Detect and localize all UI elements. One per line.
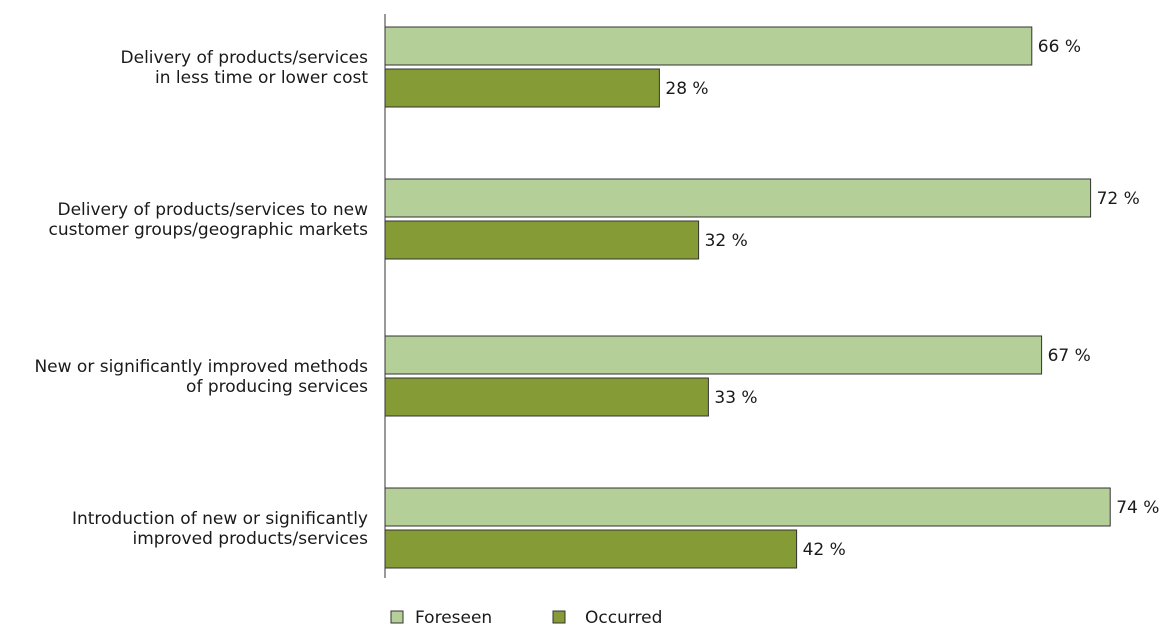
bar-foreseen-2 (384, 335, 1043, 375)
bar-foreseen-1 (384, 178, 1092, 218)
data-label-foreseen-0: 66 % (1038, 37, 1081, 57)
data-label-foreseen-1: 72 % (1097, 189, 1140, 209)
bar-foreseen-3 (384, 487, 1111, 527)
legend-label-foreseen: Foreseen (415, 608, 492, 626)
category-label-2-line-0: New or significantly improved methods (34, 357, 368, 377)
category-label-2-line-1: of producing services (186, 377, 368, 397)
bar-occurred-3 (384, 529, 798, 569)
data-label-foreseen-3: 74 % (1116, 498, 1159, 518)
bar-occurred-2 (384, 377, 709, 417)
data-label-foreseen-2: 67 % (1048, 346, 1091, 366)
category-label-0-line-0: Delivery of products/services (121, 48, 369, 68)
bar-occurred-1 (384, 220, 700, 260)
category-label-3-line-1: improved products/services (132, 529, 368, 549)
category-label-1-line-0: Delivery of products/services to new (58, 200, 369, 220)
data-label-occurred-3: 42 % (803, 540, 846, 560)
data-label-occurred-2: 33 % (714, 388, 757, 408)
legend-swatch-foreseen (390, 610, 404, 624)
legend-swatch-occurred (552, 610, 566, 624)
category-label-1-line-1: customer groups/geographic markets (49, 220, 369, 240)
bar-foreseen-0 (384, 26, 1033, 66)
bar-occurred-0 (384, 68, 660, 108)
legend-label-occurred: Occurred (585, 608, 662, 626)
data-labels: 66 % 28 % 72 % 32 % 67 % 33 % 74 % 42 % (665, 37, 1159, 560)
bars-group (384, 26, 1111, 569)
category-label-0-line-1: in less time or lower cost (155, 68, 368, 88)
legend: Foreseen Occurred (390, 608, 662, 626)
data-label-occurred-1: 32 % (705, 231, 748, 251)
category-label-3-line-0: Introduction of new or significantly (72, 509, 368, 529)
data-label-occurred-0: 28 % (665, 79, 708, 99)
